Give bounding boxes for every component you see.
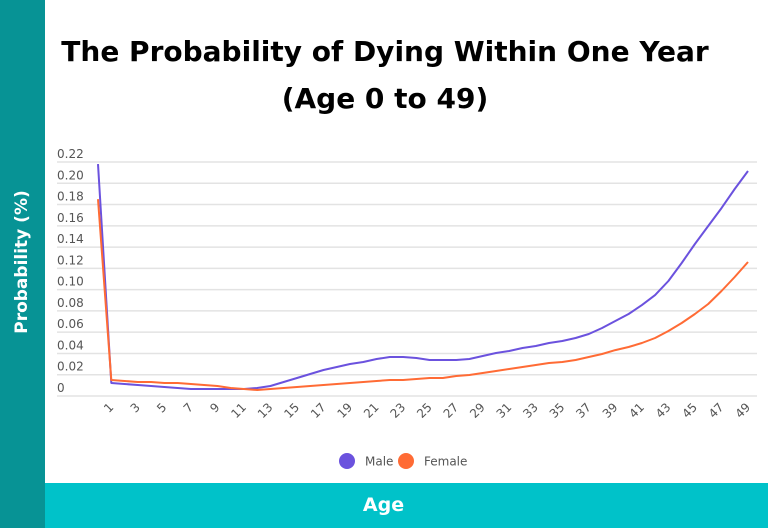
x-tick-label: 35 <box>547 400 568 421</box>
series-line-female <box>97 199 749 391</box>
x-tick-label: 13 <box>255 400 276 421</box>
x-tick-label: 3 <box>128 400 143 415</box>
x-tick-label: 31 <box>494 400 515 421</box>
y-tick-label: 0.14 <box>57 232 84 246</box>
x-tick-label: 17 <box>308 400 329 421</box>
x-tick-label: 19 <box>334 400 355 421</box>
x-tick-label: 11 <box>228 400 249 421</box>
y-tick-label: 0.18 <box>57 190 84 204</box>
y-tick-label: 0.04 <box>57 338 84 352</box>
left-banner: Probability (%) <box>0 0 45 528</box>
x-tick-label: 43 <box>653 400 674 421</box>
x-tick-label: 29 <box>467 400 488 421</box>
x-axis-label: Age <box>362 494 405 516</box>
y-tick-label: 0.12 <box>57 253 84 267</box>
y-tick-label: 0.06 <box>57 317 84 331</box>
chart-title: The Probability of Dying Within One Year… <box>61 35 709 115</box>
y-tick-label: 0.10 <box>57 275 84 289</box>
x-tick-label: 1 <box>101 400 116 415</box>
x-tick-label: 45 <box>679 400 700 421</box>
x-tick-label: 49 <box>732 400 753 421</box>
x-tick-label: 9 <box>207 400 222 415</box>
x-tick-label: 7 <box>181 400 196 415</box>
y-tick-label: 0.16 <box>57 211 84 225</box>
legend-label-female: Female <box>424 455 467 469</box>
x-tick-label: 15 <box>281 400 302 421</box>
legend-label-male: Male <box>365 455 393 469</box>
x-tick-label: 47 <box>706 400 727 421</box>
x-tick-label: 5 <box>154 400 169 415</box>
x-tick-label: 25 <box>414 400 435 421</box>
x-tick-label: 41 <box>626 400 647 421</box>
y-tick-label: 0.08 <box>57 296 84 310</box>
bottom-banner: Age <box>45 483 768 528</box>
x-tick-label: 27 <box>441 400 462 421</box>
legend-marker-female <box>398 453 414 469</box>
series-line-male <box>97 164 749 390</box>
y-tick-label: 0.22 <box>57 147 84 161</box>
y-tick-label: 0 <box>57 381 65 395</box>
x-tick-label: 39 <box>600 400 621 421</box>
x-tick-label: 33 <box>520 400 541 421</box>
x-tick-label: 23 <box>388 400 409 421</box>
x-tick-label: 21 <box>361 400 382 421</box>
y-tick-label: 0.20 <box>57 168 84 182</box>
x-tick-label: 37 <box>573 400 594 421</box>
y-tick-label: 0.02 <box>57 360 84 374</box>
legend-marker-male <box>339 453 355 469</box>
